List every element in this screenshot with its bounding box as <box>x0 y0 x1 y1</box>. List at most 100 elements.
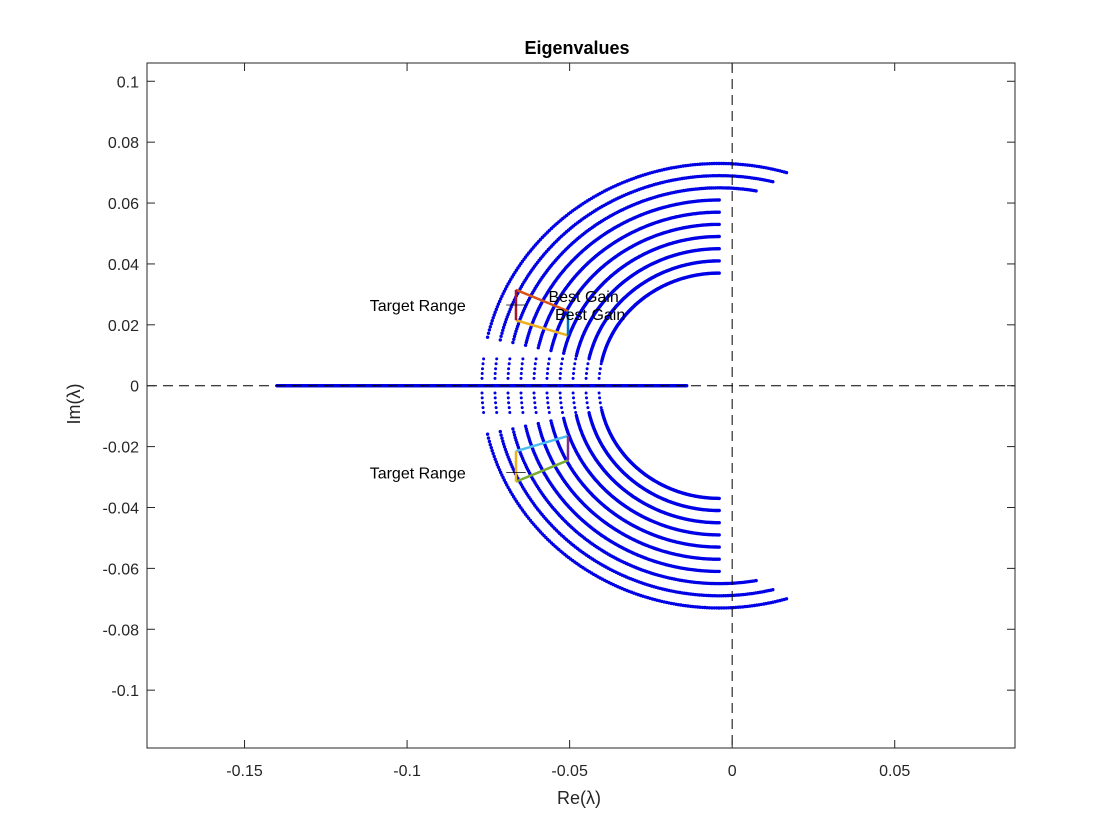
eigenvalue-point <box>572 396 575 400</box>
eigenvalue-point <box>717 569 721 574</box>
eigenvalue-point <box>598 367 602 371</box>
eigenvalue-point <box>488 443 492 447</box>
eigenvalue-point <box>511 340 515 345</box>
eigenvalue-point <box>533 401 537 405</box>
x-tick-label: 0 <box>728 763 737 780</box>
eigenvalue-point <box>480 372 484 375</box>
best-gain-label: Best Gain <box>555 307 625 324</box>
eigenvalue-point <box>507 401 511 405</box>
eigenvalue-point <box>598 401 602 405</box>
eigenvalue-point <box>584 391 588 395</box>
eigenvalue-point <box>717 496 721 501</box>
eigenvalue-point <box>481 367 484 371</box>
eigenvalue-point <box>532 376 536 380</box>
y-tick-label: 0.06 <box>108 196 139 213</box>
eigenvalue-point <box>519 372 523 375</box>
eigenvalue-point <box>586 362 590 366</box>
eigenvalue-point <box>519 391 523 395</box>
eigenvalue-point <box>717 557 721 561</box>
eigenvalue-point <box>585 367 589 371</box>
y-axis-label: Im(λ) <box>64 384 84 425</box>
eigenvalue-point <box>600 411 604 414</box>
eigenvalue-point <box>571 376 575 380</box>
x-tick-label: -0.05 <box>551 763 588 780</box>
eigenvalue-point <box>584 376 588 380</box>
eigenvalue-point <box>599 406 603 410</box>
eigenvalue-point <box>489 322 493 326</box>
eigenvalue-point <box>545 372 549 375</box>
eigenvalue-point <box>754 578 758 583</box>
x-axis-label: Re(λ) <box>557 788 601 808</box>
eigenvalue-point <box>571 391 575 395</box>
eigenvalue-point <box>512 337 516 341</box>
eigenvalue-point <box>506 376 510 380</box>
eigenvalue-point <box>717 271 721 275</box>
eigenvalue-point <box>547 406 550 410</box>
eigenvalue-point <box>561 411 564 414</box>
y-tick-label: -0.08 <box>103 622 140 639</box>
eigenvalue-point <box>587 411 591 414</box>
eigenvalue-point <box>513 332 517 336</box>
eigenvalue-point <box>597 391 601 395</box>
eigenvalue-point <box>512 334 517 339</box>
best-gain-label: Best Gain <box>548 289 618 306</box>
eigenvalue-point <box>784 170 789 175</box>
eigenvalue-point <box>512 430 516 434</box>
eigenvalue-point <box>520 406 524 410</box>
eigenvalue-point <box>494 406 498 410</box>
eigenvalue-point <box>600 357 604 361</box>
eigenvalue-point <box>482 357 486 361</box>
eigenvalue-point <box>585 401 589 405</box>
eigenvalue-point <box>507 406 511 410</box>
eigenvalue-point <box>507 362 511 366</box>
eigenvalue-point <box>559 401 563 405</box>
eigenvalue-point <box>546 401 550 405</box>
eigenvalue-point <box>520 401 524 405</box>
y-tick-label: -0.04 <box>103 500 140 517</box>
eigenvalue-point <box>481 401 484 405</box>
eigenvalue-point <box>545 391 549 395</box>
y-tick-label: -0.1 <box>111 683 139 700</box>
x-tick-label: -0.1 <box>393 763 421 780</box>
eigenvalue-point <box>560 362 564 366</box>
eigenvalue-point <box>506 391 510 395</box>
y-tick-label: 0.04 <box>108 257 139 274</box>
eigenvalue-point <box>717 259 721 263</box>
eigenvalue-point <box>572 372 575 375</box>
y-tick-label: -0.02 <box>103 440 140 457</box>
eigenvalue-point <box>494 362 498 366</box>
eigenvalue-point <box>507 367 511 371</box>
eigenvalue-point <box>532 372 536 375</box>
eigenvalue-point <box>545 396 549 400</box>
eigenvalue-point <box>519 396 523 400</box>
eigenvalue-point <box>523 424 528 428</box>
eigenvalue-point <box>561 357 564 361</box>
eigenvalue-point <box>487 439 492 444</box>
eigenvalue-point <box>508 357 512 361</box>
eigenvalue-point <box>534 357 538 361</box>
eigenvalue-point <box>717 210 721 214</box>
eigenvalue-point <box>512 433 517 437</box>
eigenvalue-point <box>597 376 601 380</box>
eigenvalue-point <box>587 357 591 361</box>
y-tick-label: -0.06 <box>103 561 140 578</box>
x-tick-label: 0.05 <box>879 763 910 780</box>
eigenvalue-point <box>547 411 551 414</box>
eigenvalue-point <box>506 396 510 400</box>
eigenvalue-point <box>573 362 577 366</box>
eigenvalue-point <box>533 367 537 371</box>
eigenvalue-point <box>532 396 536 400</box>
eigenvalue-point <box>480 391 484 395</box>
eigenvalue-point <box>506 372 510 375</box>
eigenvalue-point <box>586 406 590 410</box>
eigenvalue-point <box>520 367 524 371</box>
eigenvalue-point <box>574 411 578 414</box>
eigenvalue-point <box>547 362 550 366</box>
eigenvalue-point <box>481 406 485 410</box>
y-tick-label: 0.1 <box>117 74 139 91</box>
eigenvalue-point <box>717 508 721 513</box>
eigenvalue-point <box>585 372 588 375</box>
eigenvalue-point <box>717 234 721 239</box>
eigenvalue-point <box>520 362 524 366</box>
